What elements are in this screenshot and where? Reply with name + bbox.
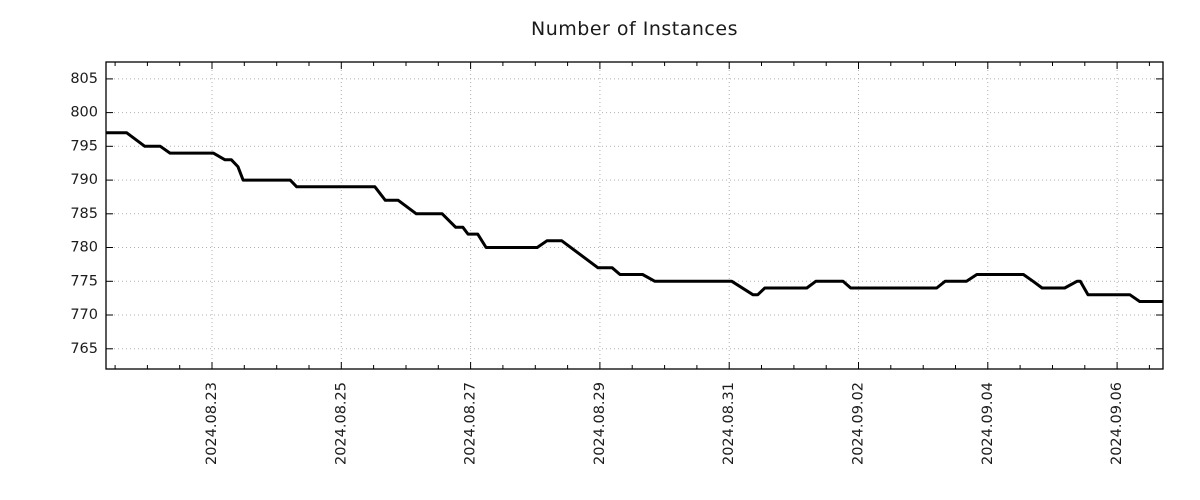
chart-title: Number of Instances — [531, 18, 738, 40]
x-tick-label: 2024.09.02 — [851, 382, 867, 465]
x-tick-label: 2024.08.29 — [592, 382, 608, 465]
y-tick-label: 805 — [70, 71, 98, 87]
x-tick-label: 2024.09.04 — [980, 382, 996, 465]
y-tick-label: 765 — [70, 341, 98, 357]
y-tick-label: 780 — [70, 240, 98, 256]
x-tick-label: 2024.08.25 — [333, 382, 349, 465]
x-tick-label: 2024.08.23 — [204, 382, 220, 465]
x-tick-label: 2024.08.31 — [721, 382, 737, 465]
y-tick-label: 785 — [70, 206, 98, 222]
y-tick-label: 795 — [70, 138, 98, 154]
x-tick-label: 2024.08.27 — [463, 382, 479, 465]
plot-border — [105, 61, 1164, 370]
x-tick-label: 2024.09.06 — [1109, 382, 1125, 465]
y-tick-label: 770 — [70, 307, 98, 323]
y-tick-label: 775 — [70, 273, 98, 289]
y-tick-label: 790 — [70, 172, 98, 188]
series-line — [106, 131, 1163, 303]
y-tick-label: 800 — [70, 105, 98, 121]
